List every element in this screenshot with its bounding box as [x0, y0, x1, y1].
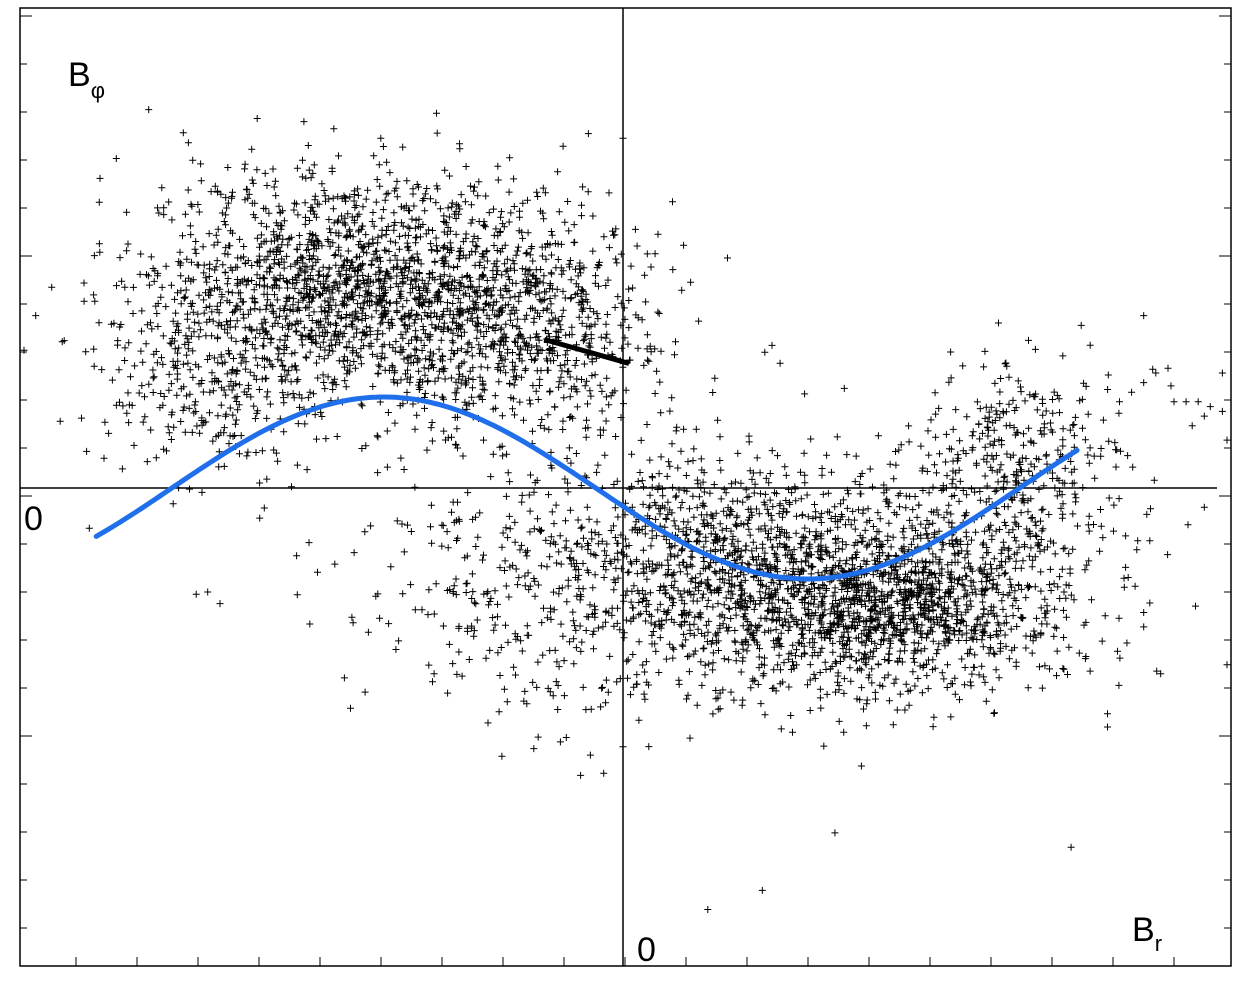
axis-ticks — [20, 15, 1231, 966]
band-segment — [543, 337, 630, 366]
y-axis-label: Bφ — [68, 56, 105, 103]
x-axis-label: Br — [1132, 911, 1162, 956]
fit-curve — [93, 394, 1080, 582]
plot-frame — [19, 7, 1232, 967]
x-origin-label: 0 — [637, 931, 656, 969]
y-origin-label: 0 — [24, 500, 43, 538]
